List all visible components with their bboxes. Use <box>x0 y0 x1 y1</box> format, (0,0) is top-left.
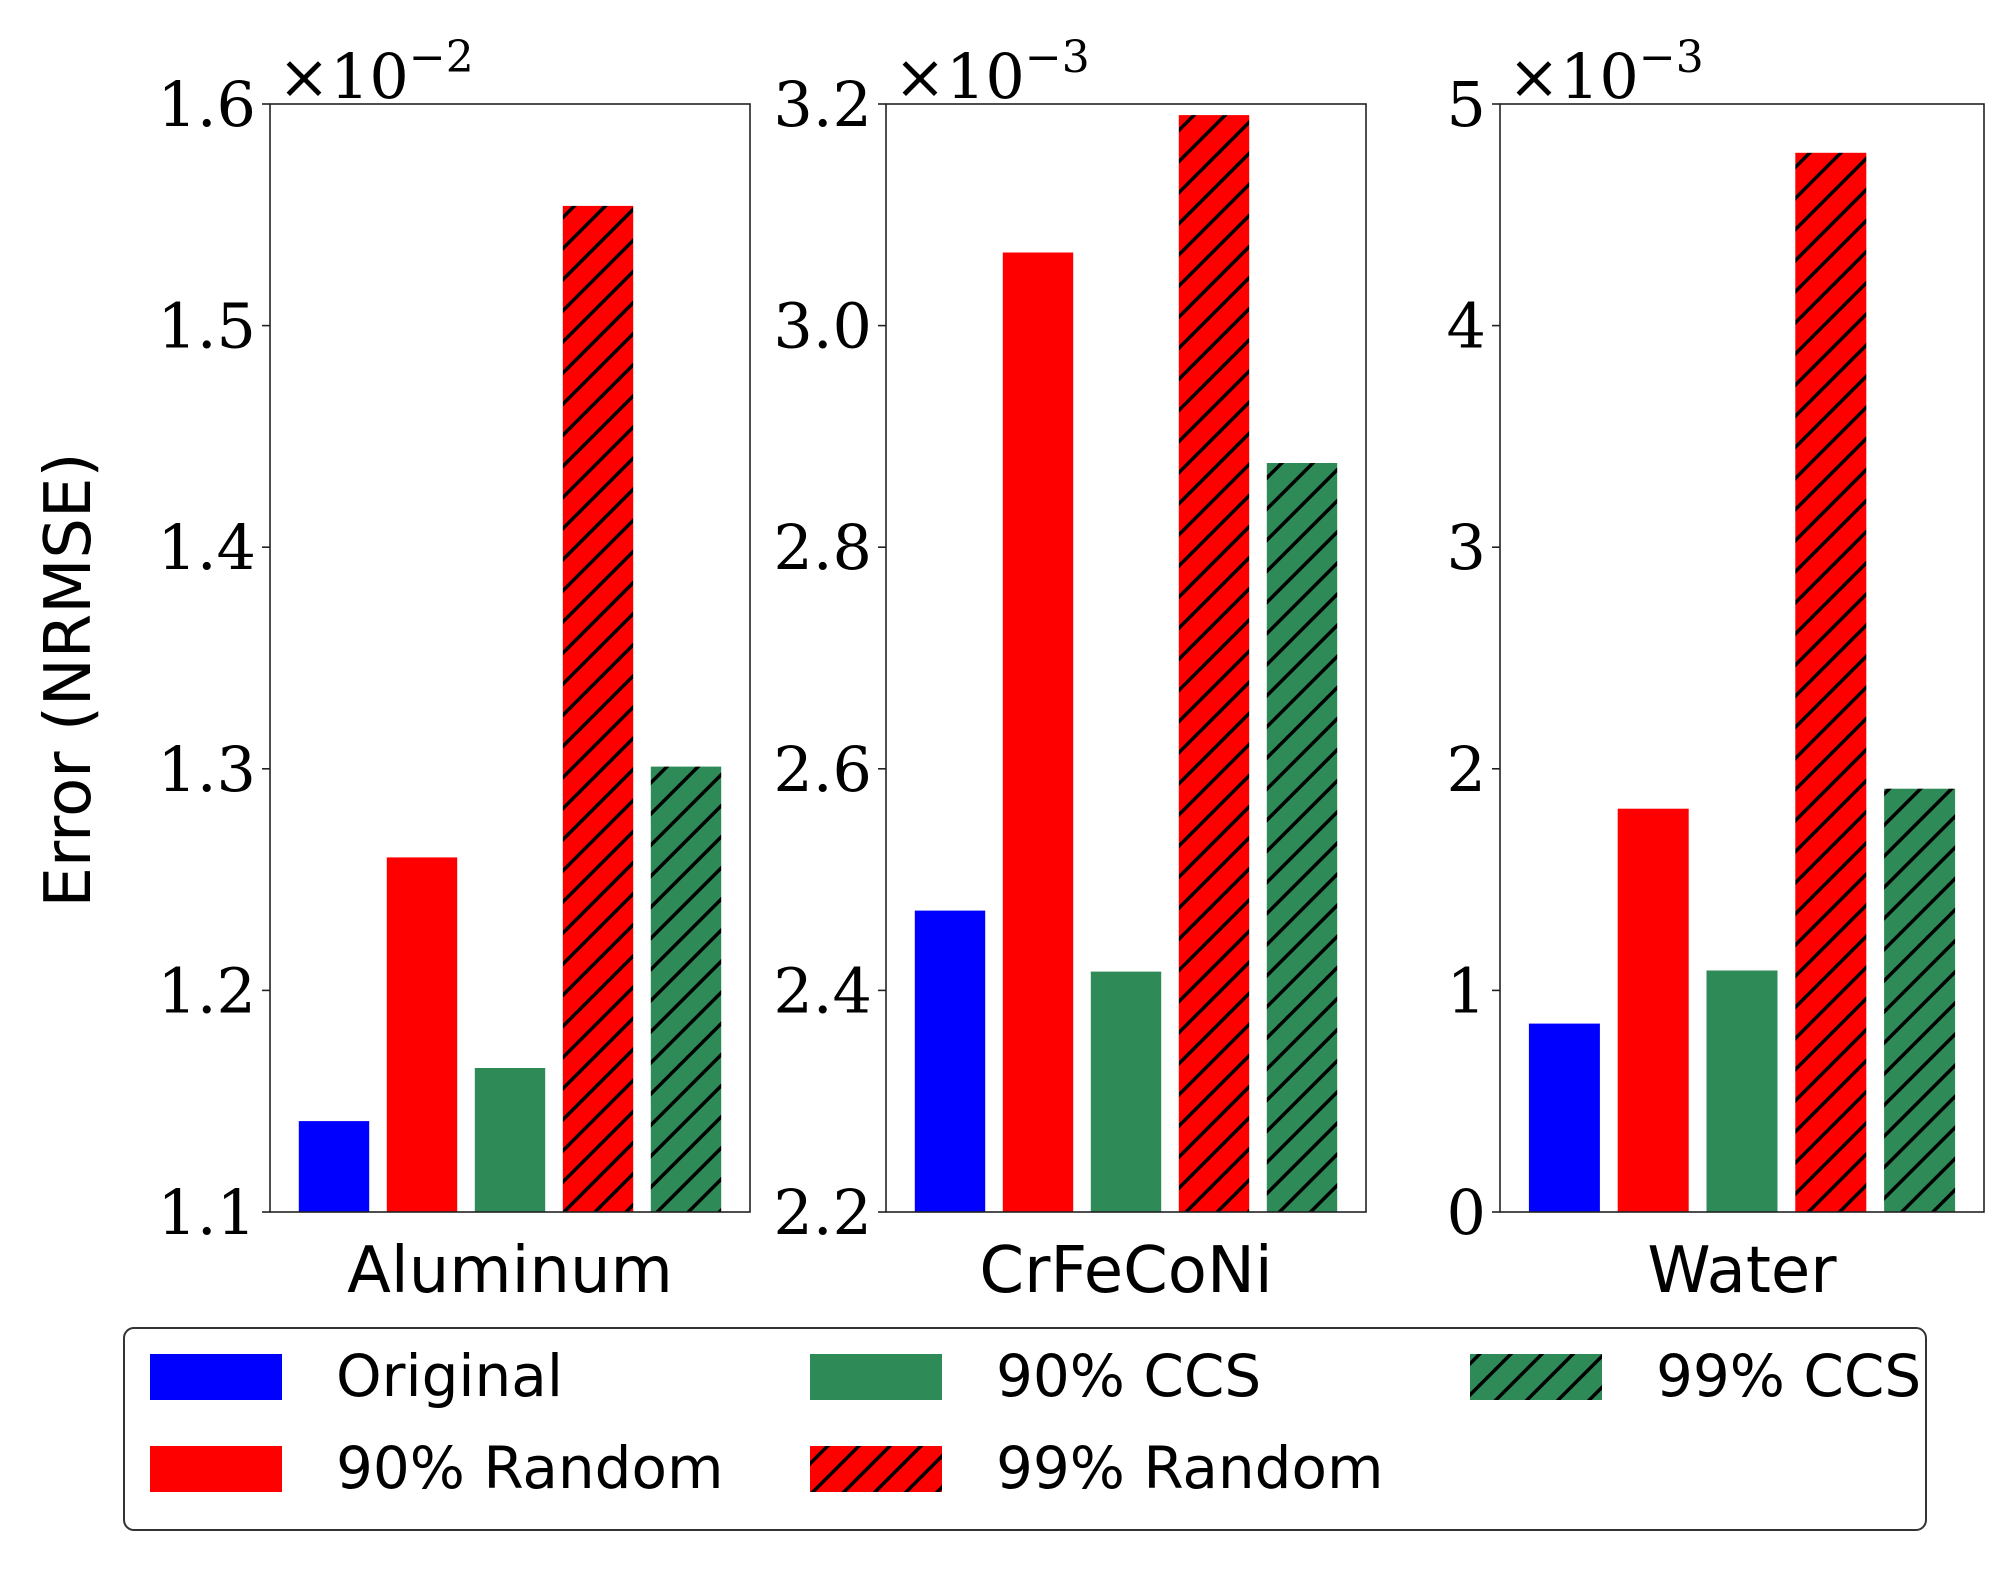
bar-original <box>914 910 986 1212</box>
legend-swatch-original <box>150 1354 282 1400</box>
legend-swatch-99-random <box>810 1446 942 1492</box>
scale-exponent: −3 <box>1025 32 1090 83</box>
chart-panels: 1.11.21.31.41.51.6 ×10−2Aluminum2.22.42.6… <box>157 32 1985 1308</box>
scale-base: ×10 <box>278 40 409 113</box>
legend-swatch-99-ccs <box>1470 1354 1602 1400</box>
panel-label: Water <box>1647 1234 1837 1308</box>
bar-90-random <box>386 857 458 1212</box>
bar-90-random <box>1002 252 1074 1212</box>
bar-99-random <box>1178 115 1250 1213</box>
bar-99-ccs <box>650 766 722 1212</box>
scale-multiplier: ×10−2 <box>278 32 474 113</box>
y-tick-label: 1 <box>1447 954 1486 1027</box>
y-axis-label: Error (NRMSE) <box>32 453 106 908</box>
y-tick-label: 3.0 <box>773 290 872 363</box>
scale-base: ×10 <box>1508 40 1639 113</box>
panel-crfeconi: 2.2 2.4 2.6 2.8 3.0 3.2 ×10−3 CrFeCoNi <box>773 32 1367 1308</box>
y-tick-label: 3 <box>1447 511 1486 584</box>
bar-90-ccs <box>474 1068 546 1212</box>
legend-label-99-random: 99% Random <box>996 1434 1383 1502</box>
y-tick-label: 2.2 <box>773 1176 872 1249</box>
scale-exponent: −3 <box>1639 32 1704 83</box>
y-tick-label: 2.4 <box>773 954 872 1027</box>
bar-90-ccs <box>1706 970 1778 1212</box>
scale-exponent: −2 <box>409 32 474 83</box>
y-tick-label: 1.4 <box>157 511 256 584</box>
y-tick-label: 5 <box>1447 68 1486 141</box>
y-tick-label: 3.2 <box>773 68 872 141</box>
legend-label-90-ccs: 90% CCS <box>996 1342 1261 1410</box>
bar-99-random <box>562 205 634 1212</box>
y-tick-label: 2.6 <box>773 733 872 806</box>
y-tick-label: 1.1 <box>157 1176 256 1249</box>
y-tick-label: 1.3 <box>157 733 256 806</box>
bar-99-random <box>1795 152 1867 1212</box>
bar-original <box>298 1121 370 1212</box>
y-tick-label: 2 <box>1447 733 1486 806</box>
bar-99-ccs <box>1266 463 1338 1212</box>
bar-90-ccs <box>1090 971 1162 1212</box>
axes-frame <box>1499 103 1985 1213</box>
y-tick-label: 4 <box>1447 290 1486 363</box>
scale-multiplier: ×10−3 <box>1508 32 1704 113</box>
scale-base: ×10 <box>894 40 1025 113</box>
legend-label-90-random: 90% Random <box>336 1434 723 1502</box>
y-tick-label: 0 <box>1447 1176 1486 1249</box>
legend-swatch-90-ccs <box>810 1354 942 1400</box>
y-tick-label: 1.6 <box>157 68 256 141</box>
bar-original <box>1528 1023 1600 1212</box>
y-tick-label: 1.2 <box>157 954 256 1027</box>
scale-multiplier: ×10−3 <box>894 32 1090 113</box>
legend-label-original: Original <box>336 1342 563 1410</box>
bar-90-random <box>1617 808 1689 1212</box>
panel-aluminum: 1.1 1.2 1.3 1.4 1.5 1.6 ×10−2 Aluminum <box>157 32 751 1308</box>
bar-99-ccs <box>1884 788 1956 1212</box>
panel-label: Aluminum <box>347 1234 673 1308</box>
axes-frame <box>885 103 1367 1213</box>
legend-swatch-90-random <box>150 1446 282 1492</box>
panel-water: 0 1 2 3 4 5 ×10−3 Water <box>1447 32 1985 1308</box>
legend: Original 90% Random 90% CCS 99% Random 99% C… <box>123 1327 1927 1531</box>
axes-frame <box>269 103 751 1213</box>
panel-label: CrFeCoNi <box>979 1234 1272 1308</box>
legend-label-99-ccs: 99% CCS <box>1656 1342 1921 1410</box>
y-tick-label: 2.8 <box>773 511 872 584</box>
y-tick-label: 1.5 <box>157 290 256 363</box>
